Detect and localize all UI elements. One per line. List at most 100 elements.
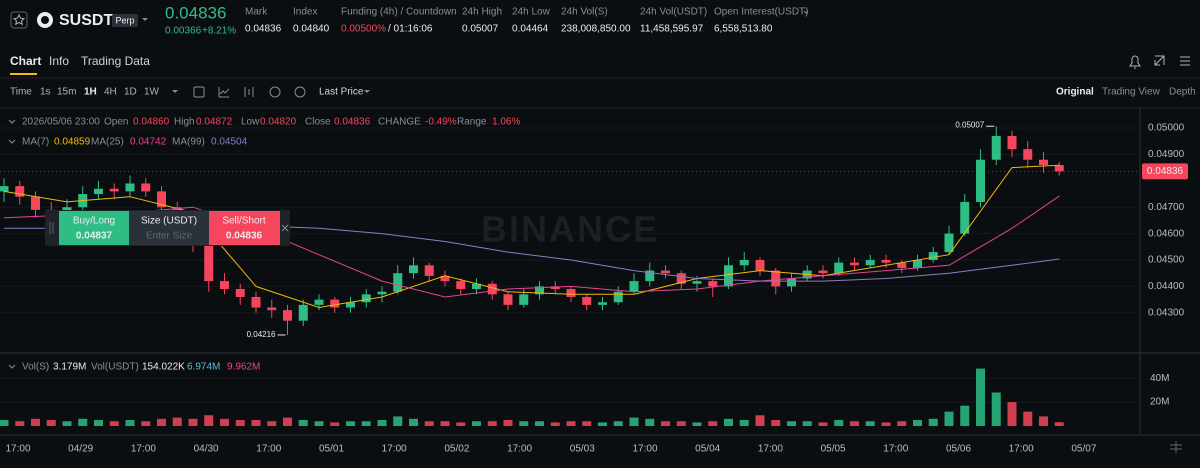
interval[interactable]: 1W <box>144 87 160 98</box>
volume-bar <box>535 421 544 426</box>
tool-icon[interactable] <box>193 86 205 98</box>
x-tick-label: 17:00 <box>632 444 657 455</box>
sell-button[interactable] <box>209 211 280 245</box>
candle-body <box>787 278 796 287</box>
volume-bar <box>802 421 812 426</box>
stat-value: 238,008,850.00 <box>561 24 631 35</box>
volume-bar <box>251 420 261 426</box>
expand-icon[interactable] <box>1154 55 1165 66</box>
legend-caret <box>8 119 16 124</box>
volume-bar <box>283 417 292 426</box>
legend-label: CHANGE <box>378 117 421 128</box>
symbol-caret[interactable] <box>142 18 148 21</box>
candle-body <box>1007 135 1017 150</box>
volume-bar <box>598 422 607 426</box>
tool-icon[interactable] <box>244 87 254 97</box>
volume-bar <box>1054 422 1064 426</box>
settings-icon[interactable] <box>1180 56 1190 66</box>
alert-icon[interactable] <box>1129 55 1141 69</box>
star-icon <box>12 13 26 26</box>
x-tick-label: 17:00 <box>382 444 407 455</box>
candle-body <box>15 186 25 197</box>
candle-body <box>519 294 529 305</box>
ma-label: MA(25) <box>91 137 124 148</box>
candle-body <box>991 135 1001 160</box>
vol-label: Vol(USDT) <box>91 362 139 373</box>
candle-body <box>267 307 277 311</box>
favorite-button[interactable] <box>10 11 28 29</box>
buy-button[interactable] <box>59 211 129 245</box>
candle-body <box>204 244 214 282</box>
volume-bar <box>235 420 245 426</box>
candle-body <box>928 252 938 261</box>
volume-bar <box>109 421 119 426</box>
interval[interactable]: Time <box>10 87 32 98</box>
drag-handle[interactable] <box>49 222 54 234</box>
legend-time: 2026/05/06 23:00 <box>22 117 100 128</box>
close-widget[interactable] <box>281 224 289 232</box>
size-placeholder: Enter Size <box>146 231 193 242</box>
tab[interactable]: Chart <box>10 54 41 68</box>
legend-label: High <box>174 117 195 128</box>
vol-value: 6.974M <box>187 362 220 373</box>
tab[interactable]: Info <box>49 54 69 68</box>
interval[interactable]: 1s <box>40 87 51 98</box>
stat-value: 0.04836 <box>245 24 282 35</box>
size-input[interactable] <box>129 211 209 245</box>
x-tick-label: 17:00 <box>507 444 532 455</box>
volume-bar <box>1023 411 1033 426</box>
price-type[interactable]: Last Price <box>319 87 364 98</box>
ma-line <box>3 164 1060 309</box>
scale-icon[interactable] <box>1170 441 1182 453</box>
tab[interactable]: Trading Data <box>81 54 150 68</box>
candle-body <box>598 302 607 305</box>
candle-body <box>0 186 9 192</box>
vol-value: 154.022K <box>142 362 185 373</box>
volume-bar <box>818 422 828 426</box>
vol-label: Vol(S) <box>22 362 49 373</box>
volume-bar <box>0 420 9 426</box>
volume-bar <box>377 420 387 426</box>
candle-body <box>865 260 875 266</box>
vol-value: 9.962M <box>227 362 260 373</box>
candle-body <box>314 299 324 305</box>
interval[interactable]: 4H <box>104 87 117 98</box>
candle-body <box>944 233 954 253</box>
interval[interactable]: 1D <box>124 87 137 98</box>
candle-body <box>31 196 40 210</box>
legend-label: Range <box>457 117 487 128</box>
interval[interactable]: 1H <box>84 87 97 98</box>
tool-icon[interactable] <box>269 86 281 98</box>
tool-icon[interactable] <box>218 87 230 98</box>
candle-body <box>771 270 781 287</box>
volume-bar <box>424 421 434 426</box>
volume-bar <box>771 420 781 426</box>
view-option[interactable]: Trading View <box>1102 87 1161 98</box>
stat-label: 24h Vol(S) <box>561 7 608 18</box>
symbol[interactable]: SUSDT <box>59 12 113 29</box>
candle-body <box>1039 159 1048 166</box>
volume-bar <box>850 421 859 426</box>
candle-body <box>298 304 308 321</box>
view-option[interactable]: Original <box>1056 87 1094 98</box>
price-type-caret[interactable] <box>364 90 370 93</box>
stat-value: 0.04464 <box>512 24 549 35</box>
stat-value: 0.00500% <box>341 24 386 35</box>
interval[interactable]: 15m <box>57 87 76 98</box>
volume-bar <box>755 415 765 426</box>
volume-bar <box>346 421 355 426</box>
tool-icon[interactable] <box>294 86 306 98</box>
legend-value: 0.04872 <box>196 117 233 128</box>
candle-body <box>346 302 355 308</box>
volume-bar <box>976 368 985 426</box>
interval-caret[interactable] <box>172 90 178 93</box>
x-tick-label: 04/30 <box>194 444 219 455</box>
candle-body <box>708 281 718 287</box>
x-tick-label: 05/06 <box>946 444 971 455</box>
view-option[interactable]: Depth <box>1169 87 1196 98</box>
x-tick-label: 17:00 <box>883 444 908 455</box>
candle-body <box>1023 149 1033 160</box>
x-tick-label: 05/05 <box>821 444 846 455</box>
volume-bar <box>834 420 844 426</box>
